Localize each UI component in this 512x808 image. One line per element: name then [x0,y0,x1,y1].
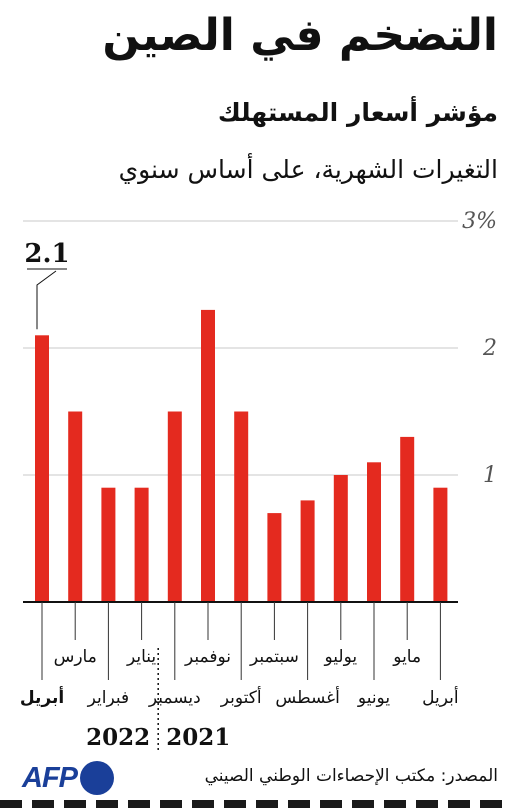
month-label: يناير [126,647,156,667]
month-label: ديسمبر [148,688,201,708]
month-label: مايو [392,647,421,667]
bar [367,462,381,602]
month-label: سبتمبر [249,647,299,667]
footer-strip [0,800,512,808]
month-label: يوليو [323,647,357,667]
value-annotation: 2.1 [24,239,69,269]
year-label: 2022 [86,724,150,751]
unit-note: التغيرات الشهرية، على أساس سنوي [118,155,498,184]
afp-logo-circle-icon [80,761,114,795]
chart-subtitle: مؤشر أسعار المستهلك [217,98,498,127]
bar [134,487,149,602]
month-label: أكتوبر [220,686,262,708]
month-label: أبريل [20,686,64,708]
source-note: المصدر: مكتب الإحصاءات الوطني الصيني [204,766,498,786]
y-tick-label: 2 [482,336,497,361]
y-tick-label: 3% [462,209,497,234]
bar [68,411,83,602]
month-label: مارس [54,647,97,667]
month-label: فبراير [87,688,129,708]
bar [35,335,49,602]
chart-title: التضخم في الصين [102,10,498,61]
month-label: يونيو [357,688,390,708]
month-label: نوفمبر [184,647,231,667]
bar [333,475,348,602]
y-tick-label: 1 [483,463,497,488]
afp-logo-text: AFP [22,762,78,794]
month-label: أغسطس [275,686,339,708]
bar [267,513,282,602]
bar [300,500,315,602]
month-label: أبريل [422,686,458,708]
bar [101,487,116,602]
bar [234,411,249,602]
bar [433,487,448,602]
inflation-bar-chart: 1 2 3% أبريل مارس فبراير يناير ديسمبر نوفمبر أكتو… [20,209,497,751]
bar [201,309,215,602]
afp-logo: AFP [22,760,142,796]
annotation-pointer [36,270,57,330]
bar [400,436,415,602]
year-label: 2021 [166,724,230,751]
bar [167,411,182,602]
